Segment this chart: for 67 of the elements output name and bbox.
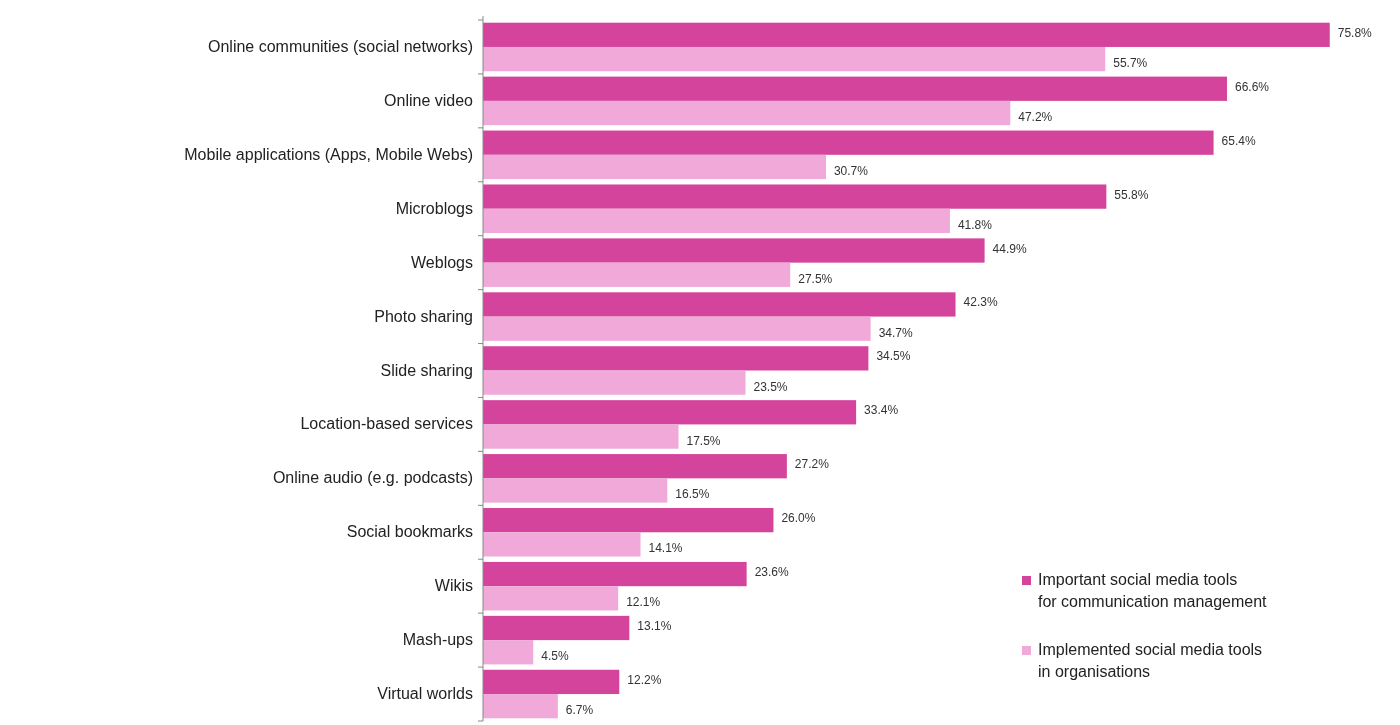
- bar: [483, 208, 950, 233]
- bar: [483, 532, 641, 557]
- data-label: 4.5%: [541, 649, 569, 664]
- bar: [483, 478, 668, 503]
- data-label: 16.5%: [675, 487, 710, 502]
- data-label: 27.5%: [798, 271, 833, 286]
- bar: [483, 424, 679, 449]
- data-label: 65.4%: [1221, 133, 1256, 148]
- data-label: 6.7%: [565, 703, 594, 718]
- data-label: 17.5%: [686, 433, 721, 448]
- y-tick-label: Mobile applications (Apps, Mobile Webs): [184, 145, 473, 163]
- bar: [483, 561, 747, 587]
- y-tick-label: Wikis: [434, 577, 473, 595]
- bar: [483, 184, 1107, 209]
- data-label: 13.1%: [637, 618, 672, 633]
- data-label: 55.7%: [1113, 56, 1148, 71]
- data-label: 12.2%: [627, 672, 662, 687]
- legend-label: Implemented social media tools in organisations: [1038, 641, 1263, 680]
- bar: [483, 100, 1011, 126]
- data-label: 75.8%: [1337, 25, 1373, 40]
- bar: [483, 400, 857, 425]
- y-tick-label: Social bookmarks: [346, 523, 473, 541]
- bar: [483, 76, 1227, 101]
- bar: [483, 694, 558, 719]
- data-label: 26.0%: [781, 511, 816, 526]
- data-label: 42.3%: [963, 295, 998, 310]
- data-label: 34.5%: [876, 349, 911, 364]
- bar: [483, 586, 619, 611]
- bar: [483, 454, 787, 479]
- data-label: 66.6%: [1234, 79, 1270, 94]
- bar: [483, 130, 1214, 155]
- y-tick-label: Online audio (e.g. podcasts): [272, 469, 473, 487]
- bar: [483, 262, 791, 287]
- bar: [483, 346, 869, 371]
- bar: [483, 292, 956, 317]
- y-tick-label: Photo sharing: [374, 307, 473, 325]
- bar: [483, 238, 985, 263]
- y-tick-label: Location-based services: [300, 415, 473, 433]
- data-label: 12.1%: [626, 595, 661, 610]
- y-tick-label: Slide sharing: [380, 361, 473, 379]
- bar: [483, 46, 1106, 72]
- data-label: 41.8%: [957, 217, 993, 232]
- legend-label: Important social media tools for communication management: [1038, 571, 1268, 610]
- y-tick-label: Online communities (social networks): [208, 37, 473, 55]
- data-label: 30.7%: [833, 163, 869, 178]
- y-tick-label: Online video: [384, 91, 474, 109]
- bar: [483, 640, 534, 665]
- bar: [483, 22, 1330, 47]
- bar: [483, 615, 630, 641]
- data-label: 55.8%: [1114, 187, 1149, 202]
- data-label: 23.5%: [753, 379, 788, 394]
- y-tick-label: Mash-ups: [402, 631, 473, 649]
- data-label: 44.9%: [992, 241, 1027, 256]
- data-label: 27.2%: [794, 457, 830, 472]
- y-tick-label: Microblogs: [395, 199, 473, 217]
- y-tick-label: Virtual worlds: [377, 685, 473, 703]
- bar: [483, 316, 871, 341]
- data-label: 23.6%: [754, 565, 789, 580]
- bar: [483, 508, 774, 533]
- bar: [483, 154, 826, 180]
- data-label: 34.7%: [878, 325, 913, 340]
- data-label: 33.4%: [864, 403, 899, 418]
- bar: [483, 370, 746, 395]
- y-tick-label: Weblogs: [411, 253, 473, 271]
- data-label: 14.1%: [648, 541, 683, 556]
- data-label: 47.2%: [1018, 110, 1053, 125]
- bar: [483, 669, 620, 695]
